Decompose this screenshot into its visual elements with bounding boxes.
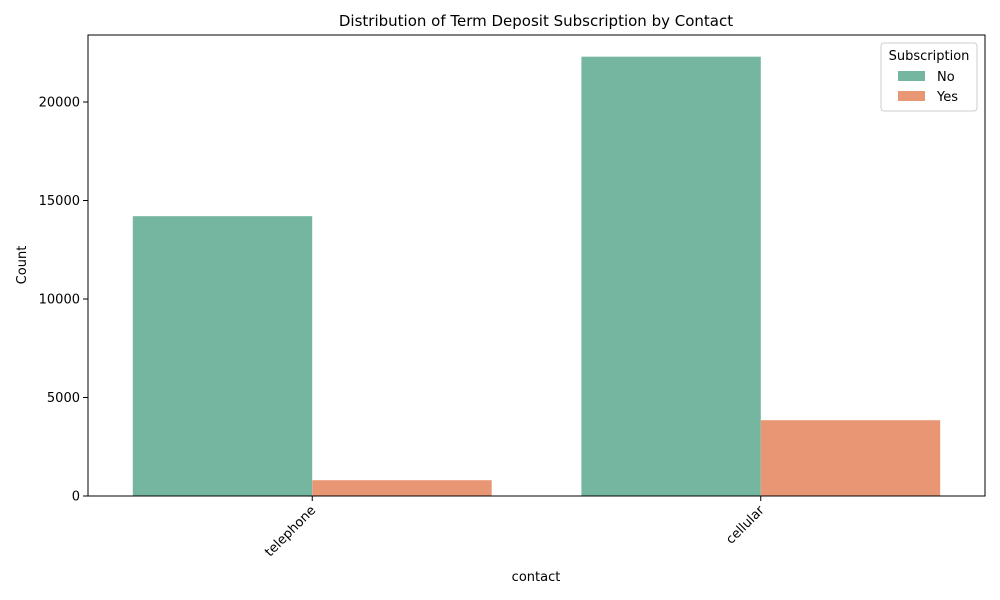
legend-label-yes: Yes bbox=[936, 90, 958, 105]
x-tick-label: cellular bbox=[723, 503, 768, 548]
legend-swatch-yes bbox=[898, 91, 925, 101]
chart-title: Distribution of Term Deposit Subscriptio… bbox=[339, 12, 733, 30]
y-tick-label: 15000 bbox=[39, 194, 80, 209]
y-axis-ticks: 0 5000 10000 15000 20000 bbox=[39, 95, 88, 505]
bar-yes-telephone bbox=[312, 480, 492, 496]
x-axis-title: contact bbox=[512, 570, 561, 585]
y-tick-label: 10000 bbox=[39, 292, 80, 307]
bar-yes-cellular bbox=[760, 420, 941, 496]
y-tick-label: 20000 bbox=[39, 95, 80, 110]
legend-entries: No Yes bbox=[898, 70, 958, 105]
x-axis-ticks: telephone cellular bbox=[262, 496, 768, 560]
y-tick-label: 5000 bbox=[47, 391, 80, 406]
legend-swatch-no bbox=[898, 71, 925, 81]
plot-frame bbox=[87, 34, 986, 497]
bars-layer bbox=[132, 56, 941, 496]
y-axis-title: Count bbox=[15, 246, 30, 285]
legend-label-no: No bbox=[937, 70, 955, 85]
bar-no-telephone bbox=[132, 216, 313, 496]
bar-no-cellular bbox=[581, 56, 761, 496]
x-tick-label: telephone bbox=[262, 503, 319, 560]
legend-title: Subscription bbox=[889, 49, 970, 64]
legend: Subscription No Yes bbox=[880, 42, 978, 112]
y-tick-label: 0 bbox=[72, 490, 80, 505]
